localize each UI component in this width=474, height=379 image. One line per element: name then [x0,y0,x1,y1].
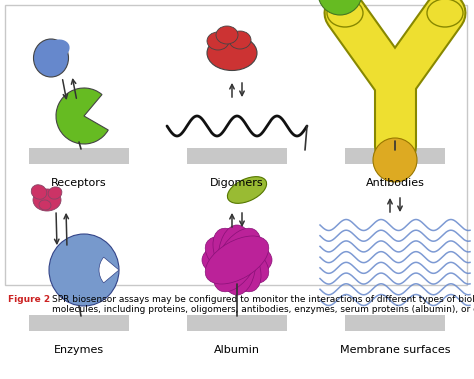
Ellipse shape [202,241,272,279]
Ellipse shape [42,39,70,61]
Text: Figure 2: Figure 2 [8,295,50,304]
Text: Enzymes: Enzymes [54,345,104,355]
Bar [187,315,287,331]
Ellipse shape [34,39,69,77]
Ellipse shape [213,228,261,292]
Ellipse shape [218,225,256,295]
Ellipse shape [216,26,238,44]
Text: Digomers: Digomers [210,178,264,188]
Ellipse shape [39,200,51,210]
Bar [345,148,445,164]
Ellipse shape [229,31,251,49]
Ellipse shape [205,236,269,284]
Bar [345,315,445,331]
Ellipse shape [49,234,119,306]
Text: Receptors: Receptors [51,178,107,188]
Ellipse shape [228,177,266,204]
Wedge shape [56,88,108,144]
Text: Antibodies: Antibodies [365,178,424,188]
Ellipse shape [427,0,463,27]
Circle shape [373,138,417,182]
Text: SPR biosensor assays may be configured to monitor the interactions of different : SPR biosensor assays may be configured t… [52,295,474,315]
Ellipse shape [31,185,47,199]
Bar [29,148,129,164]
Ellipse shape [48,187,62,199]
Ellipse shape [207,36,257,70]
Ellipse shape [207,32,229,50]
Wedge shape [99,257,119,283]
Bar [187,148,287,164]
Text: Membrane surfaces: Membrane surfaces [340,345,450,355]
Bar [29,315,129,331]
Ellipse shape [327,0,363,27]
Ellipse shape [213,228,261,292]
Bar [5,5,467,285]
Ellipse shape [33,189,61,211]
Circle shape [318,0,362,15]
Text: Albumin: Albumin [214,345,260,355]
Ellipse shape [205,236,269,284]
